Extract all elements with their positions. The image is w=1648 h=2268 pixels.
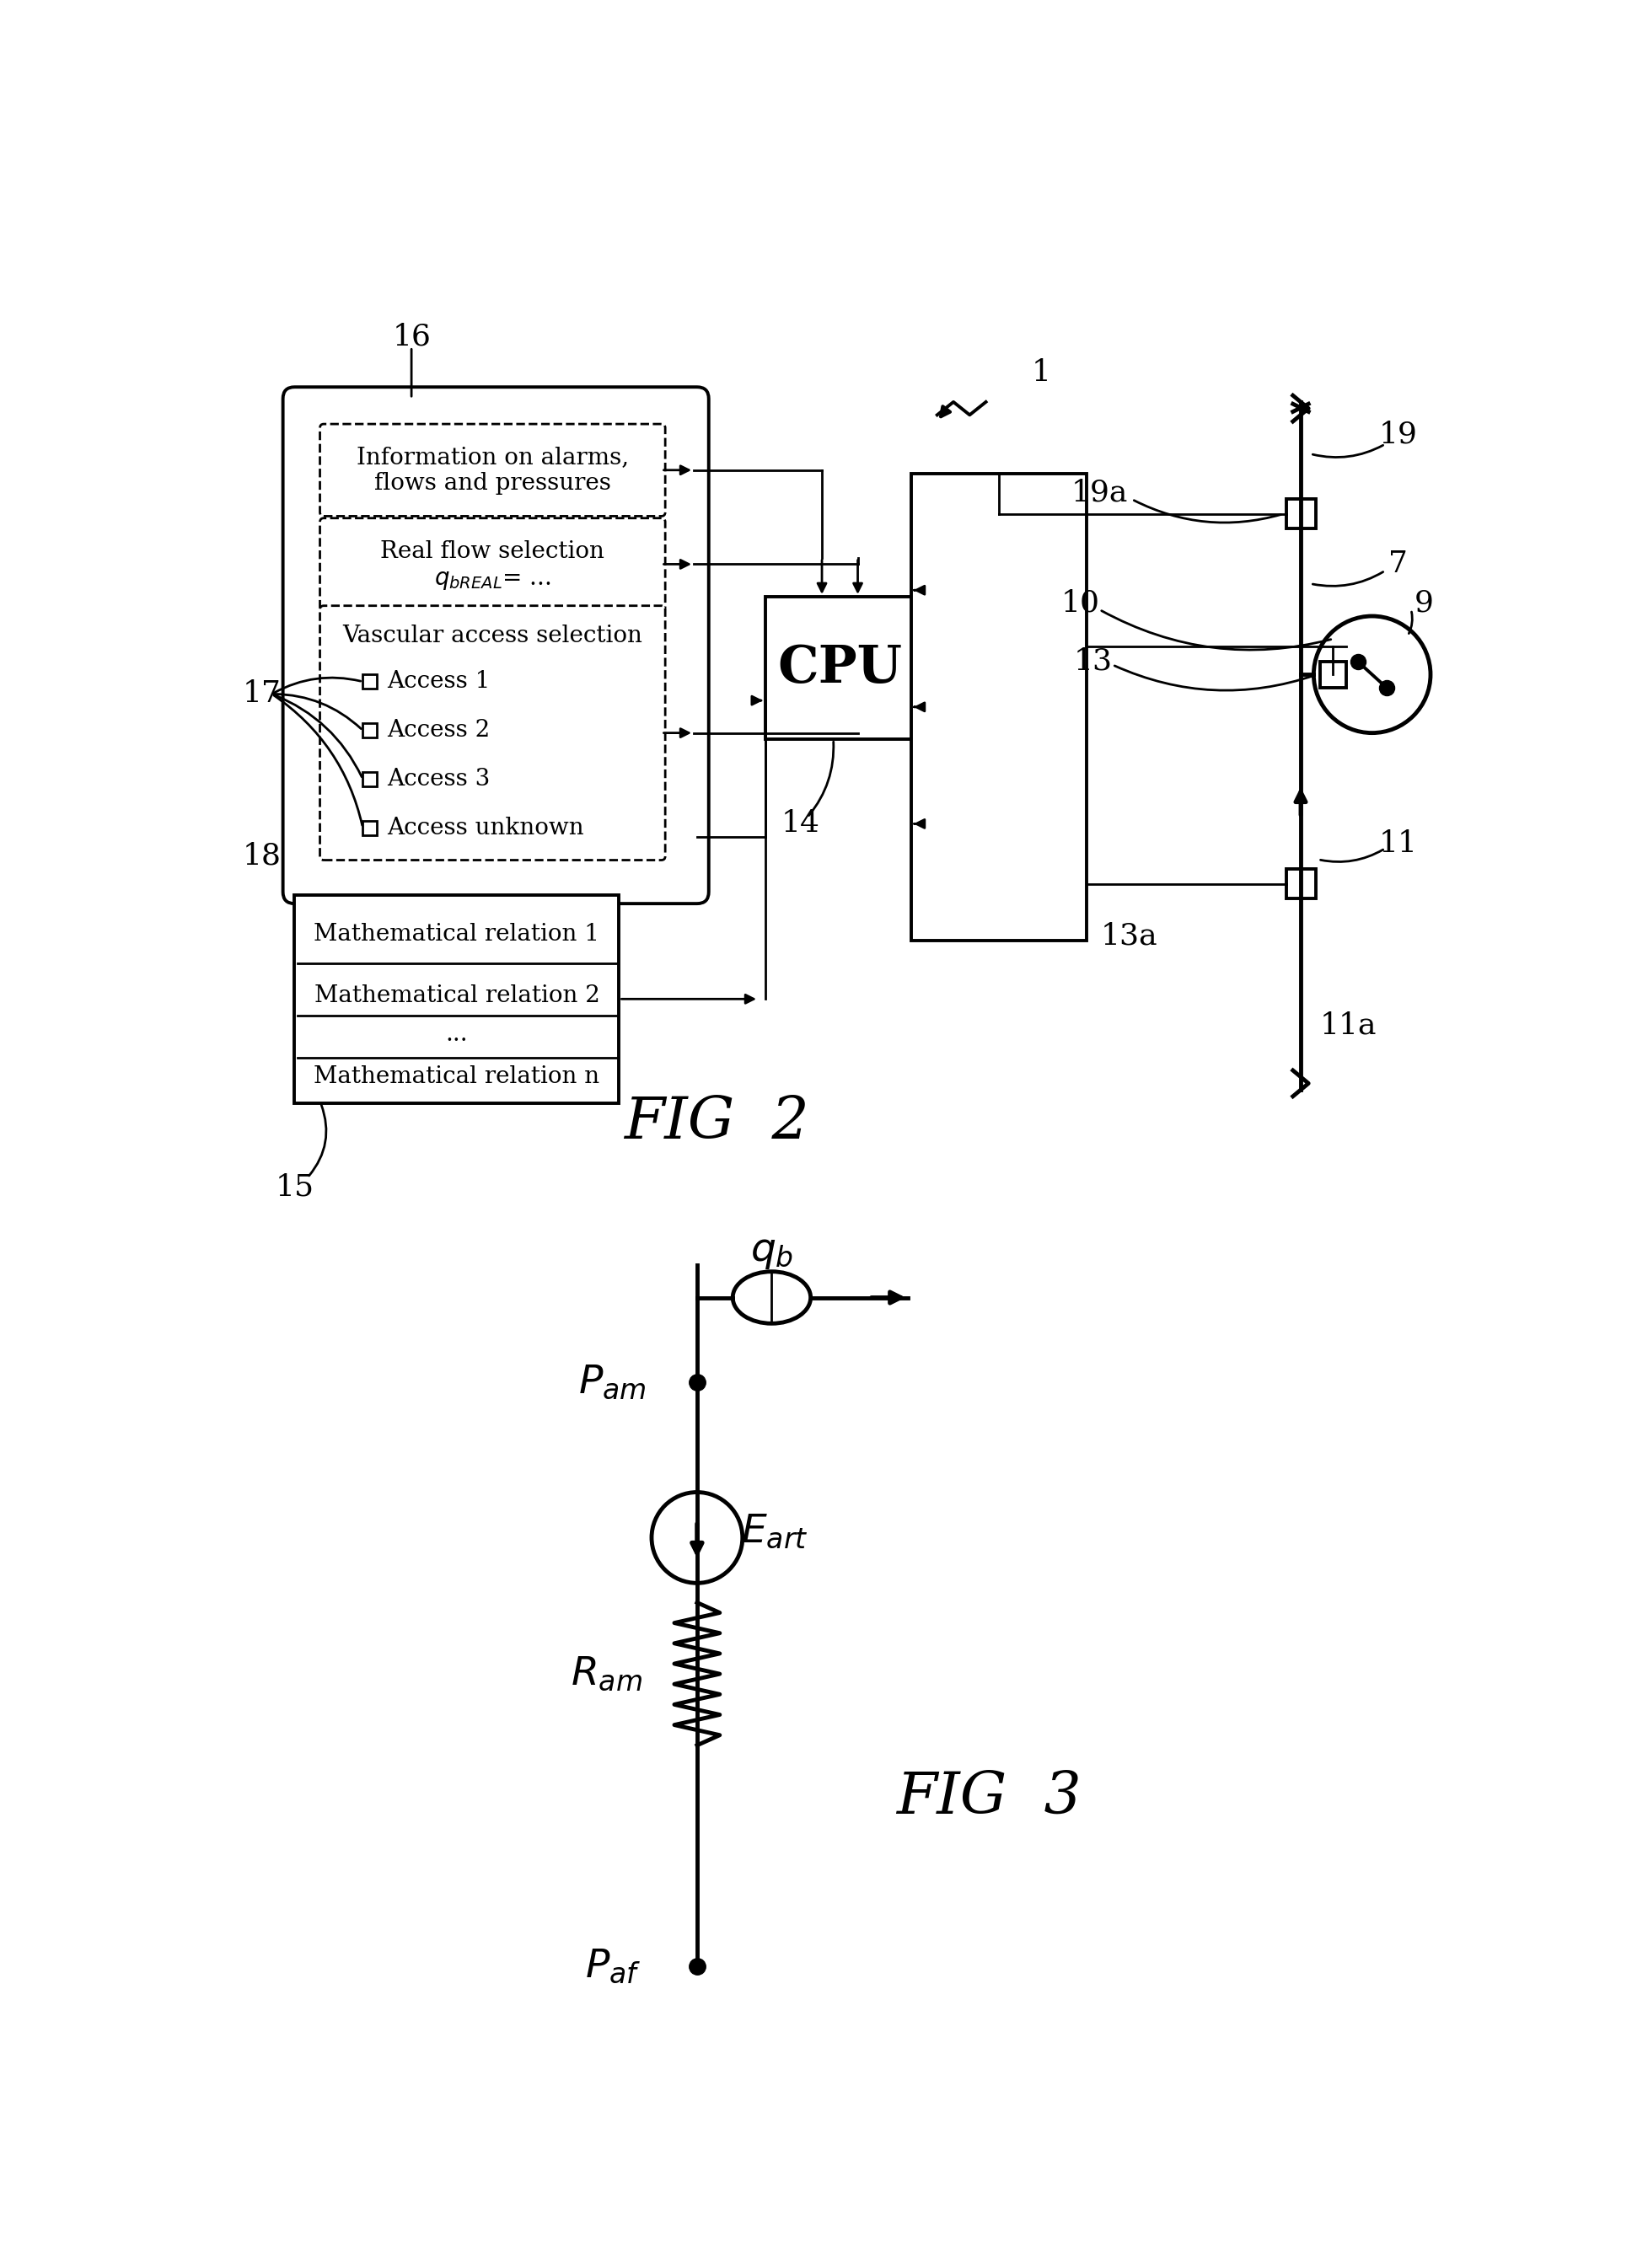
Text: 9: 9 [1414, 590, 1432, 617]
Text: 10: 10 [1060, 590, 1099, 617]
Text: $q_b$: $q_b$ [750, 1234, 793, 1270]
Text: Access 2: Access 2 [387, 719, 489, 742]
Text: 19a: 19a [1071, 479, 1127, 508]
Text: 18: 18 [242, 841, 282, 871]
Text: Mathematical relation n: Mathematical relation n [313, 1066, 600, 1089]
FancyBboxPatch shape [320, 517, 664, 610]
Bar [363, 723, 377, 737]
Text: FIG  3: FIG 3 [897, 1769, 1081, 1826]
Text: $R_{am}$: $R_{am}$ [570, 1656, 641, 1692]
Text: Mathematical relation 1: Mathematical relation 1 [313, 923, 600, 946]
Text: Access 1: Access 1 [387, 671, 489, 694]
Bar [363, 771, 377, 787]
Text: 16: 16 [392, 322, 430, 352]
Text: 13a: 13a [1099, 921, 1157, 950]
Text: $q_{bREAL}$= ...: $q_{bREAL}$= ... [433, 569, 550, 592]
Text: ...: ... [445, 1023, 468, 1046]
Text: $P_{af}$: $P_{af}$ [585, 1946, 641, 1984]
Text: 11a: 11a [1320, 1012, 1376, 1039]
Text: Real flow selection: Real flow selection [381, 540, 605, 562]
Text: 14: 14 [781, 810, 819, 839]
Bar [765, 596, 915, 739]
Text: Access unknown: Access unknown [387, 816, 583, 839]
Bar [1285, 869, 1315, 898]
Text: Access 3: Access 3 [387, 767, 489, 789]
Bar [1285, 499, 1315, 528]
Text: 17: 17 [242, 680, 282, 708]
Text: Information on alarms,
flows and pressures: Information on alarms, flows and pressur… [356, 445, 628, 494]
Text: $P_{am}$: $P_{am}$ [578, 1363, 646, 1402]
Bar [363, 821, 377, 835]
Bar [911, 474, 1086, 941]
Text: 13: 13 [1073, 646, 1112, 676]
Bar [1320, 662, 1345, 687]
FancyBboxPatch shape [320, 424, 664, 517]
Text: CPU: CPU [778, 642, 901, 694]
Text: FIG  2: FIG 2 [623, 1093, 809, 1150]
Text: 11: 11 [1378, 828, 1417, 857]
Bar [295, 896, 620, 1102]
Text: 15: 15 [275, 1173, 313, 1202]
Text: $E_{art}$: $E_{art}$ [742, 1513, 808, 1551]
Text: Mathematical relation 2: Mathematical relation 2 [313, 984, 600, 1007]
Text: 1: 1 [1032, 358, 1050, 388]
Bar [363, 674, 377, 689]
Text: 19: 19 [1378, 420, 1417, 449]
FancyBboxPatch shape [283, 388, 709, 903]
Text: Vascular access selection: Vascular access selection [343, 624, 643, 646]
FancyBboxPatch shape [320, 606, 664, 860]
Text: 7: 7 [1388, 549, 1407, 578]
